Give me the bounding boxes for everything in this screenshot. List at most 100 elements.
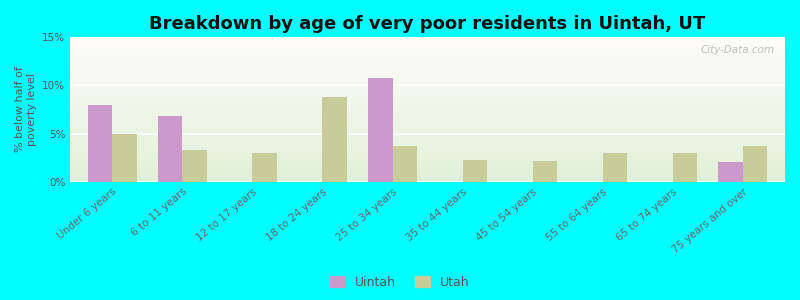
Bar — [70, 180, 785, 181]
Bar — [743, 146, 767, 182]
Bar — [322, 97, 347, 182]
Bar — [70, 58, 785, 59]
Bar — [70, 138, 785, 139]
Bar — [70, 147, 785, 148]
Bar — [70, 169, 785, 170]
Bar — [70, 64, 785, 65]
Bar — [70, 154, 785, 155]
Bar — [70, 80, 785, 81]
Bar — [673, 153, 698, 182]
Bar — [70, 76, 785, 77]
Bar — [70, 173, 785, 174]
Bar — [70, 39, 785, 40]
Bar — [70, 91, 785, 92]
Legend: Uintah, Utah: Uintah, Utah — [326, 271, 474, 294]
Bar — [70, 124, 785, 125]
Bar — [70, 110, 785, 111]
Bar — [602, 153, 627, 182]
Bar — [70, 94, 785, 95]
Bar — [70, 125, 785, 126]
Bar — [70, 97, 785, 98]
Bar — [70, 53, 785, 54]
Bar — [70, 107, 785, 108]
Bar — [70, 128, 785, 129]
Bar — [70, 92, 785, 93]
Bar — [70, 111, 785, 112]
Bar — [70, 100, 785, 101]
Bar — [70, 45, 785, 46]
Bar — [70, 87, 785, 88]
Bar — [70, 123, 785, 124]
Bar — [70, 104, 785, 105]
Bar — [70, 54, 785, 55]
Bar — [70, 77, 785, 78]
Bar — [70, 71, 785, 72]
Bar — [158, 116, 182, 182]
Bar — [70, 49, 785, 50]
Bar — [70, 122, 785, 123]
Bar — [70, 81, 785, 82]
Bar — [70, 148, 785, 149]
Bar — [70, 146, 785, 147]
Bar — [70, 59, 785, 60]
Bar — [70, 142, 785, 143]
Bar — [70, 176, 785, 177]
Bar — [70, 72, 785, 73]
Bar — [70, 136, 785, 137]
Bar — [70, 126, 785, 127]
Bar — [70, 133, 785, 134]
Bar — [70, 37, 785, 38]
Bar — [70, 56, 785, 57]
Bar — [70, 89, 785, 90]
Bar — [70, 116, 785, 117]
Bar — [70, 156, 785, 157]
Bar — [70, 42, 785, 43]
Bar — [70, 52, 785, 53]
Bar — [70, 144, 785, 145]
Bar — [70, 164, 785, 165]
Bar — [70, 65, 785, 66]
Bar — [70, 106, 785, 107]
Bar — [70, 63, 785, 64]
Bar — [70, 118, 785, 119]
Bar — [70, 84, 785, 85]
Bar — [70, 38, 785, 39]
Bar — [70, 143, 785, 144]
Bar — [70, 168, 785, 169]
Bar — [70, 96, 785, 97]
Bar — [70, 113, 785, 114]
Bar — [70, 137, 785, 138]
Title: Breakdown by age of very poor residents in Uintah, UT: Breakdown by age of very poor residents … — [150, 15, 706, 33]
Bar — [533, 161, 558, 182]
Bar — [70, 48, 785, 49]
Bar — [70, 43, 785, 44]
Bar — [70, 170, 785, 171]
Bar — [70, 167, 785, 168]
Bar — [252, 153, 277, 182]
Bar — [70, 78, 785, 79]
Bar — [70, 112, 785, 113]
Bar — [70, 50, 785, 51]
Bar — [70, 175, 785, 176]
Bar — [70, 153, 785, 154]
Bar — [70, 86, 785, 87]
Bar — [70, 95, 785, 96]
Bar — [70, 158, 785, 159]
Bar — [182, 150, 207, 182]
Bar — [70, 150, 785, 151]
Bar — [70, 165, 785, 166]
Bar — [70, 174, 785, 175]
Bar — [70, 62, 785, 63]
Bar — [70, 82, 785, 83]
Bar — [70, 181, 785, 182]
Bar — [70, 44, 785, 45]
Bar — [70, 160, 785, 161]
Bar — [70, 132, 785, 133]
Bar — [70, 115, 785, 116]
Bar — [70, 141, 785, 142]
Bar — [70, 75, 785, 76]
Bar — [70, 152, 785, 153]
Bar — [70, 103, 785, 104]
Bar — [70, 172, 785, 173]
Bar — [70, 130, 785, 131]
